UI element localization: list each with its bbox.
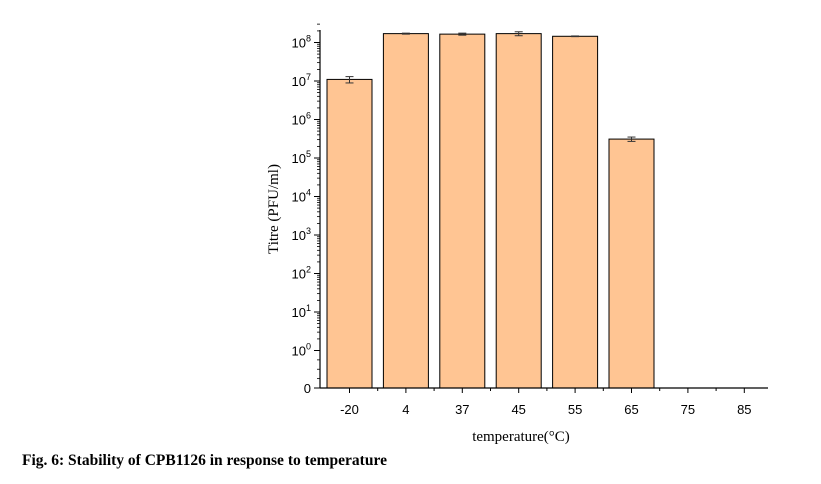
x-tick-label-45: 45	[511, 402, 525, 417]
bar-55	[552, 35, 599, 389]
bar-37	[439, 33, 486, 389]
x-axis-title: temperature(°C)	[472, 429, 570, 445]
bar-4	[382, 33, 429, 389]
x-tick-label-4: 4	[402, 402, 409, 417]
y-tick-label-2: 101	[292, 303, 311, 320]
bar--20	[326, 78, 373, 389]
x-tick-label--20: -20	[340, 402, 359, 417]
y-axis-title: Titre (PFU/ml)	[266, 164, 282, 254]
x-tick-label-85: 85	[737, 402, 751, 417]
y-tick-label-3: 102	[292, 265, 311, 282]
x-tick-label-75: 75	[681, 402, 695, 417]
y-tick-label-9: 108	[292, 34, 311, 51]
x-tick-label-55: 55	[568, 402, 582, 417]
bar-65	[608, 138, 655, 389]
y-tick-label-0: 0	[304, 381, 311, 396]
chart-marks: -20 4 37 45 55 65 75 85 0 100 101 102 103 104 105 106 10…	[292, 23, 768, 417]
y-tick-label-8: 107	[292, 72, 311, 89]
figure-caption: Fig. 6: Stability of CPB1126 in response…	[22, 452, 387, 469]
y-tick-label-6: 105	[292, 149, 311, 166]
y-tick-label-1: 100	[292, 342, 311, 359]
bar-45	[495, 33, 542, 389]
y-tick-label-7: 106	[292, 111, 311, 128]
y-tick-label-5: 104	[292, 188, 311, 205]
x-tick-label-37: 37	[455, 402, 469, 417]
x-tick-label-65: 65	[624, 402, 638, 417]
y-tick-label-4: 103	[292, 226, 311, 243]
